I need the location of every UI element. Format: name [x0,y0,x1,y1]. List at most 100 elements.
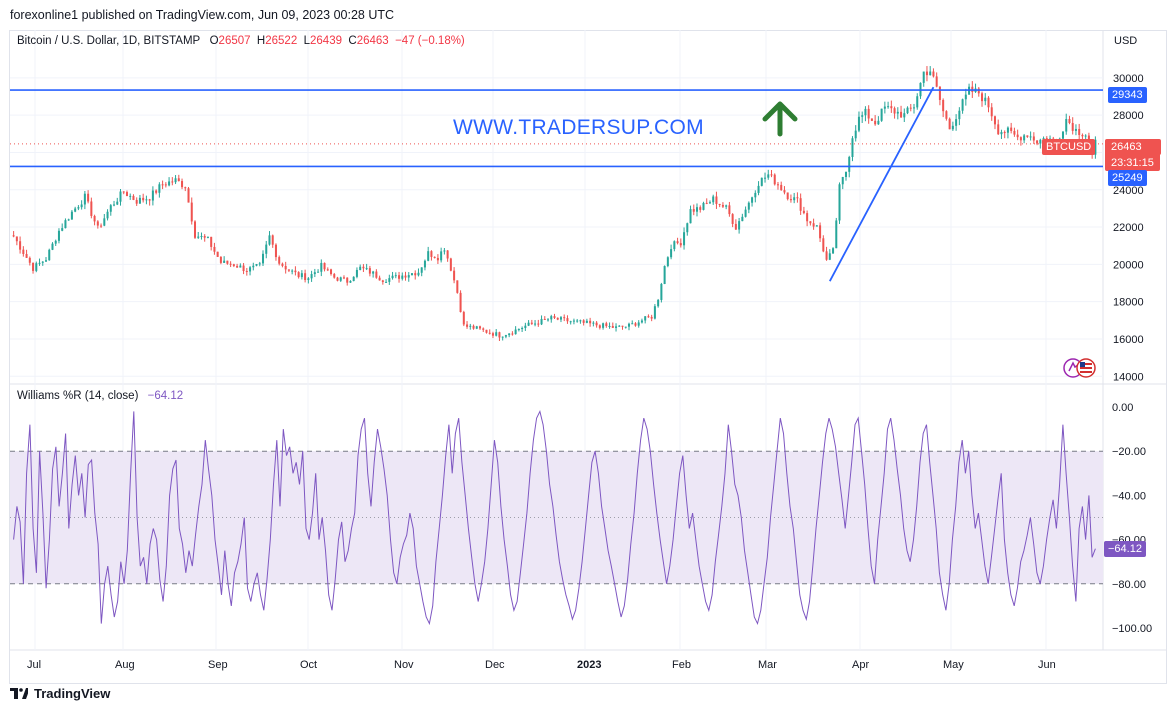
legend-symbol: Bitcoin / U.S. Dollar, 1D, BITSTAMP [17,35,200,47]
candle-body [197,236,200,238]
candle-body [647,316,650,318]
candle-body [135,199,138,204]
candle-body [760,177,763,186]
time-tick-label: Nov [394,659,414,671]
candle-body [938,86,941,100]
candle-body [689,209,692,224]
candle-body [385,281,388,283]
candle-body [615,326,618,328]
candle-body [294,270,297,273]
candle-body [349,280,352,283]
candle-body [48,249,51,261]
candle-body [181,181,184,188]
candle-body [129,195,132,197]
candle-body [320,262,323,272]
candle-body [524,325,527,328]
candle-body [1084,135,1087,137]
candle-body [401,275,404,279]
candle-body [485,329,488,333]
candle-body [103,218,106,226]
oscillator-tick-label: −100.00 [1112,623,1152,635]
candle-body [378,277,381,281]
candle-body [116,201,119,205]
candle-body [158,184,161,193]
candle-body [877,120,880,125]
candle-body [67,219,70,221]
candle-body [780,184,783,191]
candle-body [148,199,151,201]
candle-body [721,204,724,207]
candle-body [511,333,514,335]
candle-body [1016,134,1019,138]
current-price-box: 26463 23:31:15 [1105,139,1160,171]
currency-label: USD [1114,35,1138,47]
candle-body [1039,139,1042,144]
candle-body [637,322,640,326]
candle-body [644,316,647,321]
currency-flags-icon[interactable] [1062,357,1098,379]
candle-body [844,171,848,178]
candle-body [278,257,281,264]
candle-body [819,225,822,239]
candle-body [754,192,757,198]
candle-body [1094,139,1097,155]
candle-body [874,120,877,125]
candle-body [981,93,984,102]
candle-body [232,264,235,266]
candle-body [935,76,938,87]
candle-body [832,248,835,254]
candle-body [1061,131,1065,139]
candle-body [990,107,993,117]
time-tick-label: Oct [300,659,317,671]
candle-body [1003,132,1006,134]
price-tick-label: 14000 [1113,371,1144,383]
candle-body [809,221,812,224]
oscillator-tick-label: −20.00 [1112,446,1146,458]
candle-body [478,326,482,329]
candle-body [796,197,799,199]
lower-level-label: 25249 [1108,170,1147,186]
candle-body [997,124,1000,135]
time-tick-label: Jul [27,659,41,671]
legend-l-value: 26439 [310,35,342,47]
candle-body [44,260,48,262]
candle-body [433,256,436,258]
candle-body [595,322,598,326]
candle-body [15,236,18,242]
candle-body [317,271,320,273]
candle-body [190,202,193,222]
candle-body [25,254,28,258]
candle-body [423,260,426,268]
candle-body [543,318,546,320]
candle-body [83,193,86,205]
candle-body [336,277,339,281]
candle-body [291,270,294,272]
time-tick-label: Mar [758,659,777,671]
candle-body [576,320,579,322]
candle-body [1006,127,1009,133]
candle-body [346,277,349,283]
legend-c-value: 26463 [356,35,389,47]
candle-body [333,274,336,278]
candle-body [22,249,25,255]
candle-body [495,332,498,336]
candle-body [239,265,242,268]
candle-body [456,280,459,293]
candle-body [362,266,365,269]
candle-body [592,322,595,324]
time-tick-label: Feb [672,659,691,671]
candle-body [880,108,883,121]
candle-body [132,195,135,200]
candle-body [530,322,533,324]
candle-body [789,199,792,201]
annotations [762,101,798,137]
candle-body [482,328,485,330]
candle-body [151,190,154,201]
candle-body [1023,135,1026,141]
oscillator-tick-label: −80.00 [1112,579,1146,591]
candle-body [100,225,103,227]
candle-body [339,277,342,281]
candle-body [955,119,958,126]
candle-body [449,258,452,271]
